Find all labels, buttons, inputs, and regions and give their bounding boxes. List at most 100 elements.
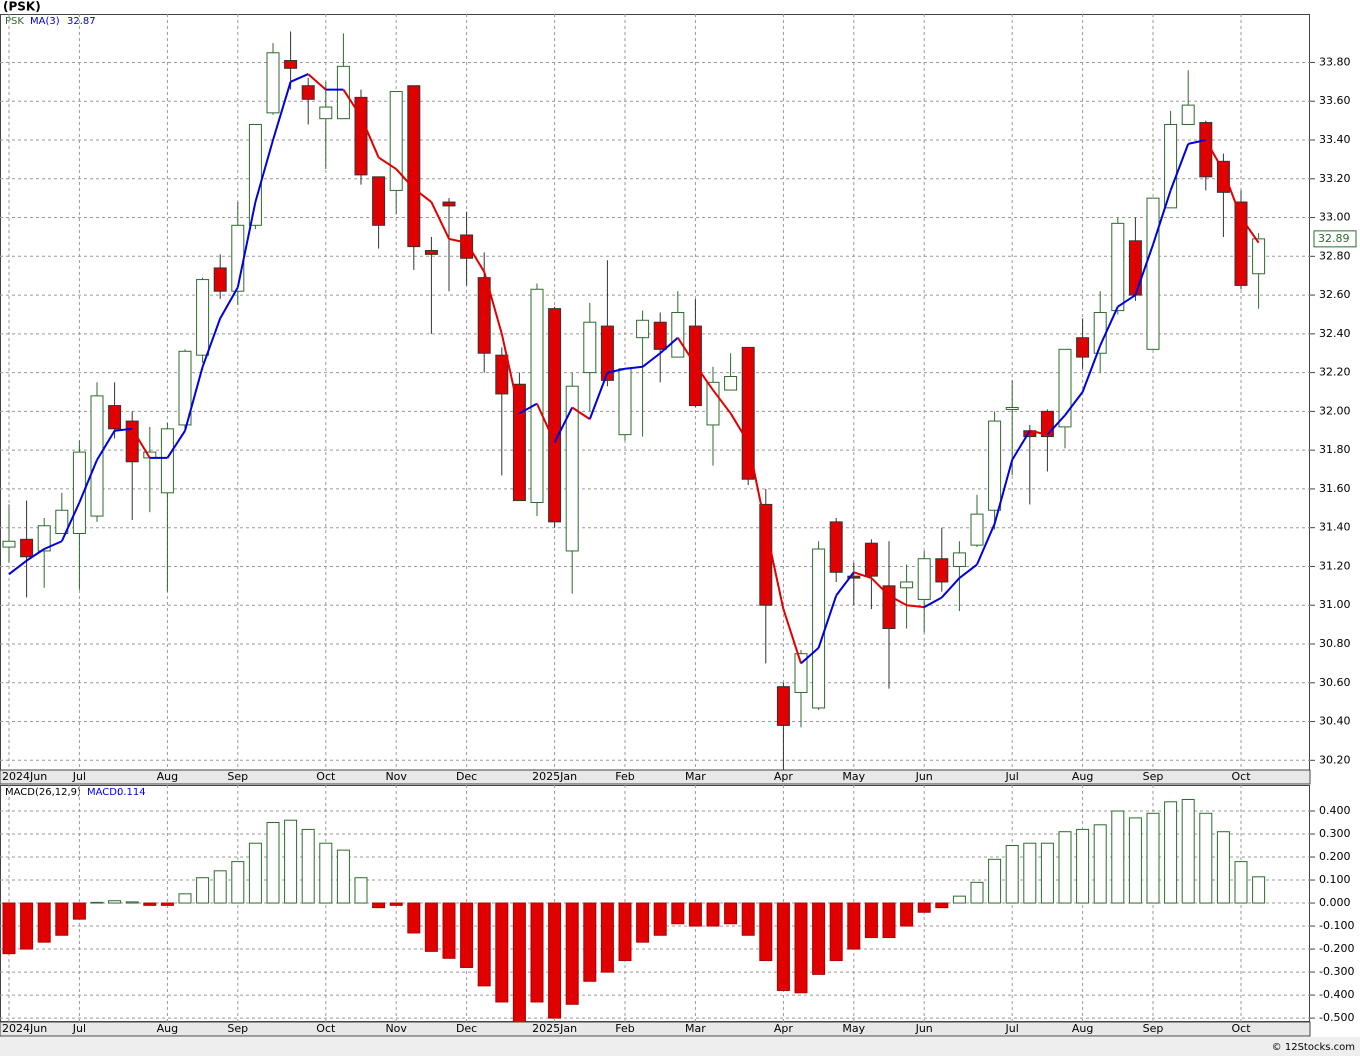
ma-segment xyxy=(941,577,961,599)
candle-body xyxy=(548,308,562,523)
ma-segment xyxy=(800,647,820,665)
macd-title: MACD(26,12,9) xyxy=(5,787,81,798)
y-tick-label: 31.60 xyxy=(1319,482,1351,495)
candle-body xyxy=(1216,160,1230,193)
ma-segment xyxy=(1240,216,1260,244)
ma-segment xyxy=(201,317,222,368)
candle-body xyxy=(1234,201,1248,286)
candle-body xyxy=(952,552,966,567)
macd-bar xyxy=(248,842,262,904)
macd-bar xyxy=(636,902,650,943)
y-tick-label: 31.80 xyxy=(1319,443,1351,456)
candle-body xyxy=(442,201,456,207)
macd-bar xyxy=(72,902,86,920)
ma-segment xyxy=(1099,306,1119,346)
candle-body xyxy=(512,383,526,502)
macd-bar xyxy=(1216,831,1230,904)
x-tick-label: Jun xyxy=(915,1022,933,1035)
ma-segment xyxy=(114,427,133,432)
macd-bar xyxy=(618,902,632,962)
ma-segment xyxy=(236,201,257,288)
ma-segment xyxy=(835,571,855,597)
candle-body xyxy=(178,350,192,426)
macd-bar xyxy=(988,858,1002,904)
y-tick-label: 31.20 xyxy=(1319,559,1351,572)
ma-segment xyxy=(131,428,151,459)
date-axis-bottom xyxy=(0,1021,1311,1037)
candle-body xyxy=(671,312,685,358)
ma-segment xyxy=(1134,244,1154,296)
footer-band xyxy=(0,1037,1360,1056)
candle-body xyxy=(460,234,474,259)
macd-bar xyxy=(1040,842,1054,904)
ma-segment xyxy=(96,430,116,461)
candle-body xyxy=(1005,407,1019,410)
macd-bar xyxy=(160,902,174,906)
macd-bar xyxy=(389,902,403,906)
x-tick-label: Jul xyxy=(1005,770,1019,783)
macd-bar xyxy=(1252,876,1266,904)
macd-bar xyxy=(424,902,438,952)
ma-segment xyxy=(1064,391,1084,416)
candle-body xyxy=(847,575,861,579)
x-tick-label: Apr xyxy=(774,1022,794,1035)
x-tick-label: Sep xyxy=(227,770,248,783)
ma-segment xyxy=(993,459,1014,525)
ma-segment xyxy=(676,337,697,366)
ma-segment xyxy=(624,365,643,370)
candle-body xyxy=(1199,122,1213,178)
macd-bar xyxy=(548,902,562,1019)
x-tick-label: Oct xyxy=(1231,770,1251,783)
macd-bar xyxy=(266,822,280,904)
x-tick-label: Oct xyxy=(316,770,336,783)
macd-bar xyxy=(952,895,966,904)
ma-segment xyxy=(1117,294,1136,308)
candle-body xyxy=(213,267,227,292)
macd-bar xyxy=(741,902,755,936)
candle-body xyxy=(794,653,808,693)
candle-body xyxy=(1164,123,1178,209)
macd-bar xyxy=(671,902,685,925)
macd-bar xyxy=(530,902,544,1003)
x-tick-label: Sep xyxy=(227,1022,248,1035)
ma-segment xyxy=(553,407,574,443)
macd-bar xyxy=(776,902,790,991)
macd-bar xyxy=(812,902,826,975)
ma-segment xyxy=(1011,430,1031,461)
x-tick-label: Aug xyxy=(1072,1022,1093,1035)
candle-body xyxy=(90,395,104,517)
x-tick-label: Dec xyxy=(456,1022,477,1035)
macd-bar xyxy=(900,902,914,927)
candle-body xyxy=(864,542,878,577)
macd-bar xyxy=(143,902,157,906)
x-tick-label: Nov xyxy=(385,770,407,783)
macd-bar xyxy=(917,902,931,913)
candle-body xyxy=(900,581,914,589)
candle-body xyxy=(160,428,174,494)
y-tick-label: 30.20 xyxy=(1319,753,1351,766)
ma-segment xyxy=(166,430,186,459)
macd-bar xyxy=(565,902,579,1005)
x-tick-label: 2025Jan xyxy=(532,770,577,783)
ma-segment xyxy=(1222,170,1242,218)
ma-segment xyxy=(272,81,292,141)
ma-segment xyxy=(764,527,785,610)
x-tick-label: 2024Jun xyxy=(2,1022,47,1035)
candle-body xyxy=(776,686,790,726)
y-tick-label: 32.40 xyxy=(1319,327,1351,340)
ma-segment xyxy=(360,116,380,158)
macd-bar xyxy=(319,842,333,904)
macd-bar xyxy=(372,902,386,909)
ma-segment xyxy=(413,187,433,203)
candle-body xyxy=(1128,240,1142,296)
macd-bar xyxy=(583,902,597,982)
macd-bar xyxy=(354,877,368,904)
macd-bar xyxy=(108,900,122,904)
macd-bar xyxy=(301,828,315,904)
macd-bar xyxy=(1111,810,1125,904)
candle-body xyxy=(407,85,421,248)
macd-bar xyxy=(935,902,949,909)
macd-bar xyxy=(125,901,139,904)
macd-bar xyxy=(442,902,456,959)
